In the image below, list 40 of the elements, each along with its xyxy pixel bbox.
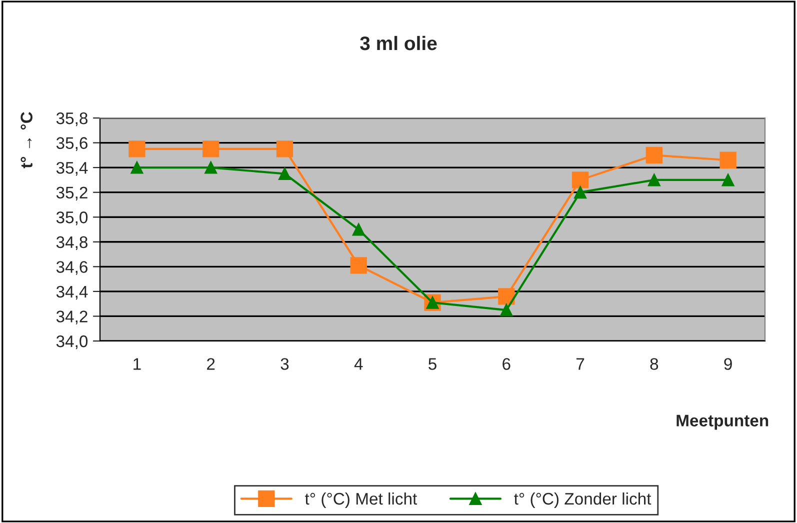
x-tick-label: 6 (502, 358, 510, 370)
y-tick-label: 35,6 (56, 137, 88, 151)
x-tick-label: 3 (280, 358, 289, 370)
y-tick-label: 34,8 (56, 236, 88, 250)
y-axis-title: t° → °C (20, 112, 32, 168)
point (352, 223, 365, 236)
x-tick-label: 7 (576, 358, 584, 370)
point (128, 140, 146, 158)
x-tick-label: 8 (650, 358, 658, 370)
point (572, 172, 589, 188)
point (130, 161, 144, 174)
point (278, 168, 291, 180)
point (498, 288, 515, 305)
point (722, 174, 734, 186)
legend-label: t° (°C) Met licht (304, 492, 418, 508)
y-tick-label: 34,0 (56, 335, 88, 350)
y-tick-label: 35,2 (56, 186, 88, 201)
y-tick-label: 35,0 (56, 212, 88, 226)
point (500, 304, 513, 316)
x-tick-label: 2 (207, 358, 215, 370)
y-tick-label: 34,6 (56, 261, 88, 275)
x-axis-title: Meetpunten (676, 414, 768, 430)
legend-label: t° (°C) Zonder licht (514, 492, 652, 508)
chart-title: 3 ml olie (360, 36, 437, 50)
point (574, 186, 587, 199)
y-tick-label: 35,4 (56, 162, 88, 176)
x-tick-label: 5 (428, 358, 436, 370)
y-tick-label: 35,8 (56, 112, 88, 126)
point (204, 161, 218, 174)
x-tick-label: 4 (354, 358, 363, 370)
point (202, 140, 220, 158)
x-tick-label: 9 (724, 358, 732, 370)
point (646, 146, 662, 164)
y-tick-label: 34,4 (56, 286, 88, 300)
point (720, 152, 736, 168)
x-tick-label: 1 (134, 358, 141, 370)
point (648, 174, 660, 186)
point (276, 140, 294, 158)
point (350, 257, 367, 274)
y-tick-label: 34,2 (56, 310, 88, 324)
